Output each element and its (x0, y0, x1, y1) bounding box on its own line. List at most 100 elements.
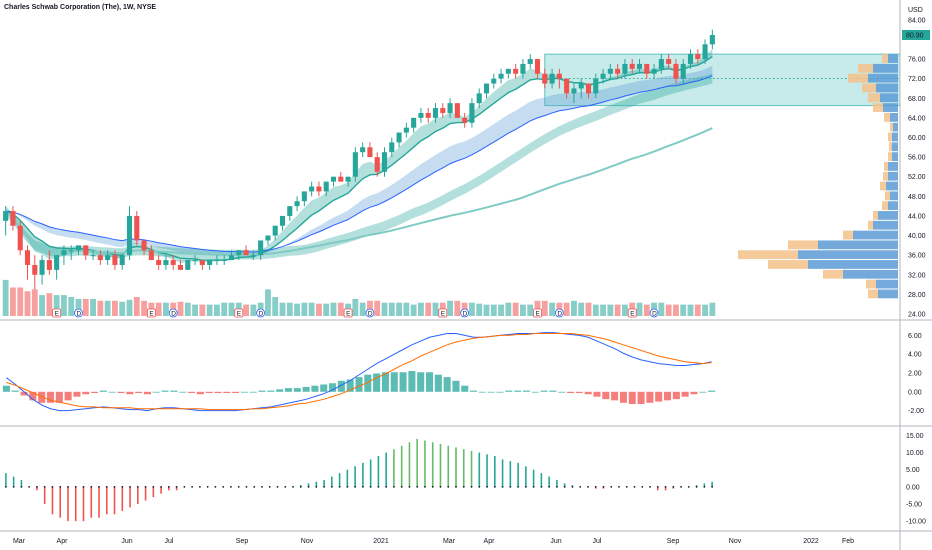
candle[interactable] (571, 88, 577, 94)
candle[interactable] (374, 157, 380, 172)
dividend-marker[interactable] (168, 308, 178, 318)
earnings-marker[interactable] (234, 308, 244, 318)
candle[interactable] (177, 264, 184, 270)
candle[interactable] (381, 152, 388, 172)
candle[interactable] (498, 73, 504, 79)
candle[interactable] (265, 235, 271, 241)
candle[interactable] (199, 260, 205, 265)
candle[interactable] (418, 112, 424, 118)
macd-pane[interactable] (2, 332, 716, 412)
momentum-pane[interactable] (4, 438, 714, 522)
candle[interactable] (644, 63, 650, 74)
candle[interactable] (3, 211, 9, 221)
candle[interactable] (68, 250, 74, 252)
candle[interactable] (294, 201, 300, 207)
earnings-marker[interactable] (343, 308, 353, 318)
candle[interactable] (46, 260, 52, 270)
candle[interactable] (330, 176, 337, 182)
candle[interactable] (454, 103, 460, 118)
candle[interactable] (564, 78, 570, 94)
dividend-marker[interactable] (74, 308, 83, 318)
dividend-marker[interactable] (554, 308, 564, 318)
candle[interactable] (316, 186, 322, 192)
candle[interactable] (556, 73, 562, 79)
candle[interactable] (513, 68, 519, 74)
candle[interactable] (352, 152, 358, 177)
candle[interactable] (323, 181, 329, 192)
candle[interactable] (345, 176, 351, 182)
dividend-marker[interactable] (460, 308, 470, 318)
candle[interactable] (680, 63, 686, 79)
dividend-marker[interactable] (256, 308, 266, 318)
candle[interactable] (585, 83, 592, 94)
earnings-marker[interactable] (627, 308, 637, 318)
candle[interactable] (389, 142, 395, 153)
candle[interactable] (97, 255, 103, 261)
candle[interactable] (119, 255, 125, 265)
candle[interactable] (287, 206, 293, 216)
earnings-marker[interactable] (52, 308, 62, 318)
candle[interactable] (360, 147, 366, 153)
candle[interactable] (658, 59, 664, 69)
candle[interactable] (469, 103, 475, 123)
candle[interactable] (309, 186, 315, 192)
candle[interactable] (578, 83, 584, 89)
candle[interactable] (491, 78, 497, 84)
candle[interactable] (54, 255, 60, 270)
candle[interactable] (622, 63, 628, 74)
candle[interactable] (702, 44, 708, 60)
candle[interactable] (432, 108, 439, 118)
candle[interactable] (542, 73, 548, 84)
candle[interactable] (687, 54, 694, 64)
dividend-marker[interactable] (649, 308, 659, 318)
candle[interactable] (236, 250, 242, 256)
candle[interactable] (32, 264, 38, 275)
candle[interactable] (258, 240, 264, 256)
candle[interactable] (447, 103, 453, 113)
candle[interactable] (709, 35, 715, 45)
candle[interactable] (207, 260, 213, 265)
candle[interactable] (636, 63, 643, 69)
earnings-marker[interactable] (533, 308, 542, 318)
candle[interactable] (338, 176, 344, 182)
earnings-marker[interactable] (146, 308, 156, 318)
candle[interactable] (600, 73, 606, 79)
candle[interactable] (593, 78, 599, 94)
candle[interactable] (476, 93, 482, 104)
candle[interactable] (61, 250, 67, 256)
candle[interactable] (483, 83, 490, 94)
candle[interactable] (534, 59, 541, 74)
candle[interactable] (126, 215, 133, 256)
candle[interactable] (607, 68, 613, 74)
candle[interactable] (39, 260, 45, 275)
candle[interactable] (156, 260, 162, 265)
candle[interactable] (629, 63, 635, 69)
candle[interactable] (615, 68, 621, 74)
candle[interactable] (250, 255, 256, 257)
candle[interactable] (695, 54, 701, 60)
candle[interactable] (527, 59, 533, 64)
candle[interactable] (367, 147, 373, 158)
candle[interactable] (301, 191, 307, 202)
candle[interactable] (228, 255, 235, 261)
earnings-marker[interactable] (438, 308, 448, 318)
candle[interactable] (163, 260, 169, 265)
candle[interactable] (425, 112, 431, 118)
candle[interactable] (75, 245, 82, 251)
candle[interactable] (666, 59, 672, 64)
candle[interactable] (272, 225, 278, 236)
candle[interactable] (83, 245, 89, 256)
candle[interactable] (192, 260, 198, 262)
candle[interactable] (673, 63, 679, 79)
candle[interactable] (112, 255, 118, 265)
candle[interactable] (24, 250, 31, 265)
candle[interactable] (505, 68, 511, 74)
candle[interactable] (243, 250, 249, 256)
candle[interactable] (462, 117, 468, 123)
candle[interactable] (221, 260, 227, 262)
candle[interactable] (214, 260, 220, 262)
candle[interactable] (549, 73, 555, 84)
candle[interactable] (17, 225, 23, 251)
